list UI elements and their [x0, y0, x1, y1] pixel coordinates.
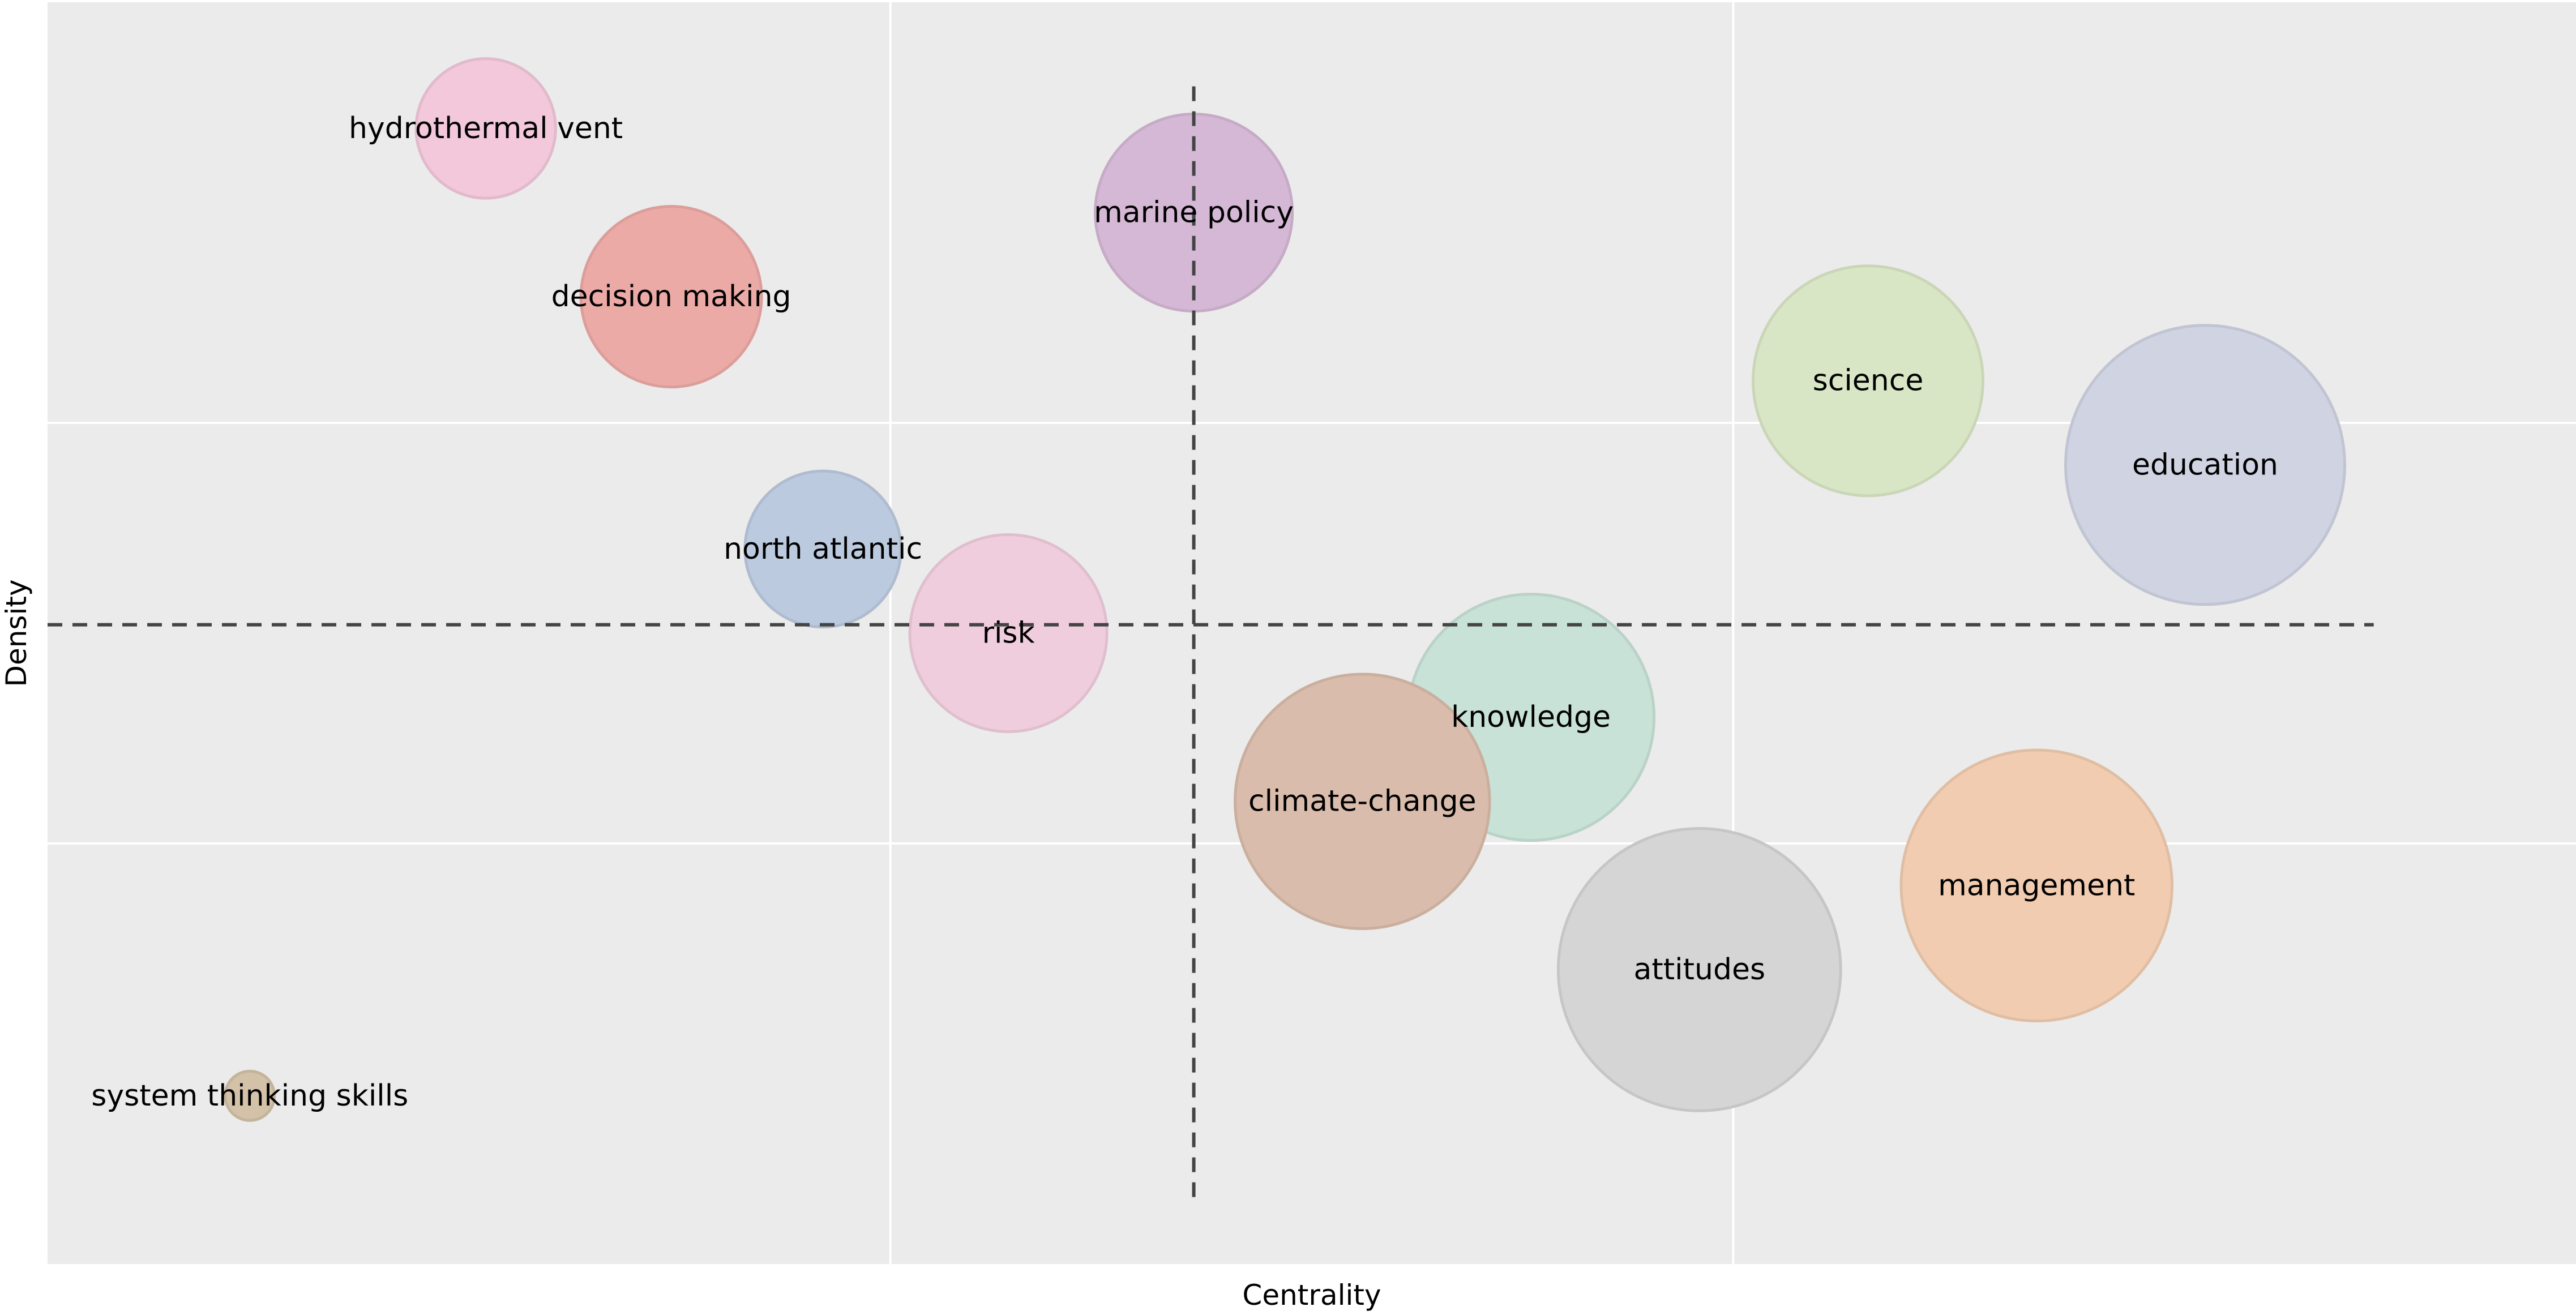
- bubble-label-knowledge: knowledge: [1451, 700, 1611, 734]
- bubble-climate-change: [1234, 673, 1491, 930]
- bubble-label-education: education: [2132, 448, 2278, 482]
- bubble-label-risk: risk: [982, 616, 1035, 650]
- bubble-attitudes: [1556, 827, 1842, 1112]
- bubble-label-science: science: [1813, 364, 1924, 398]
- bubble-education: [2064, 324, 2346, 606]
- bubble-label-hydrothermal-vent: hydrothermal vent: [349, 112, 623, 145]
- bubble-risk: [908, 533, 1109, 733]
- bubble-labels: hydrothermal vent decision making marine p…: [91, 112, 2278, 1113]
- bubble-north-atlantic: [743, 469, 902, 629]
- bubble-hydrothermal-vent: [414, 57, 557, 200]
- plot-background: [48, 2, 2576, 1264]
- bubble-label-decision-making: decision making: [551, 280, 791, 314]
- bubble-label-attitudes: attitudes: [1634, 953, 1766, 987]
- bubble-label-management: management: [1938, 868, 2135, 902]
- bubble-label-system-thinking-skills: system thinking skills: [91, 1079, 408, 1113]
- median-lines: [48, 86, 2374, 1205]
- y-axis-title: Density: [0, 579, 33, 687]
- bubbles: [224, 57, 2346, 1122]
- bubble-label-marine-policy: marine policy: [1094, 196, 1294, 230]
- bubble-science: [1752, 264, 1985, 498]
- bubble-label-north-atlantic: north atlantic: [724, 532, 922, 566]
- bubble-decision-making: [579, 205, 763, 389]
- bubble-management: [1899, 748, 2174, 1023]
- bubble-label-climate-change: climate-change: [1248, 785, 1477, 819]
- x-axis-title: Centrality: [1242, 1279, 1381, 1312]
- bubble-system-thinking-skills: [224, 1069, 276, 1122]
